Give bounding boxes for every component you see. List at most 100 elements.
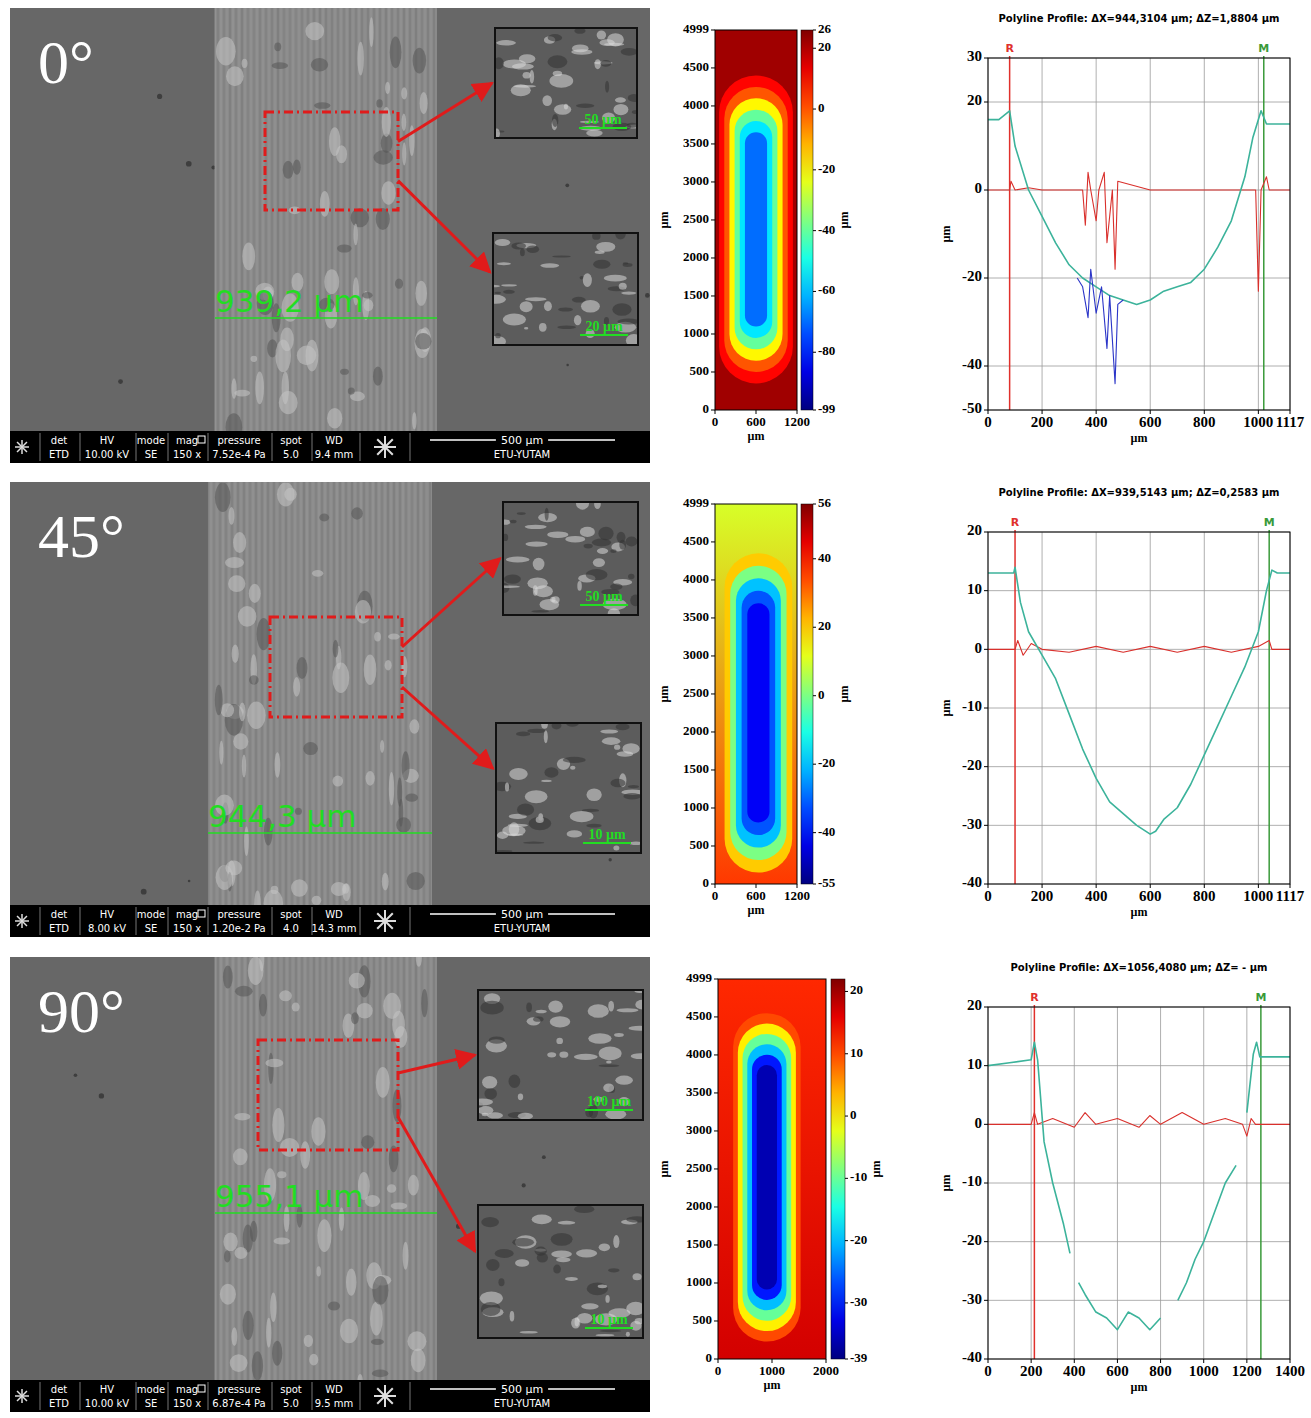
colorbar-tick-label: -55 [818,875,836,890]
debris [279,990,292,1001]
groove [419,957,420,1380]
debris [223,966,233,989]
scar-level [757,1065,777,1289]
tick [984,766,988,767]
sem-speck [99,1093,104,1098]
inset-texture [614,745,620,750]
tick-label: 0 [975,1115,983,1131]
inset-texture [599,1064,620,1067]
groove [412,482,413,905]
debris [346,1269,357,1296]
inset-texture [520,249,525,256]
inset-texture [605,81,609,93]
plot-frame [988,1007,1290,1359]
colorbar [831,979,845,1359]
debris [383,993,401,1019]
groove [274,482,275,905]
sem-background [10,8,650,431]
groove [260,957,261,1380]
debris [411,1348,426,1372]
colorbar-tick-label: -20 [850,1232,867,1247]
inset-texture [554,104,571,114]
tick-label: 2500 [686,1160,712,1175]
tick [813,291,816,292]
debris [364,654,377,685]
info-separator [208,1382,209,1410]
scale-bar-label: 500 µm [501,908,543,921]
inset-texture [478,1099,493,1106]
groove [305,8,306,431]
profile-line [988,1042,1290,1329]
groove [371,8,372,431]
groove [224,8,225,431]
tick-label: 2000 [686,1198,712,1213]
groove [325,482,326,905]
info-separator [168,433,169,461]
groove [394,482,395,905]
tick [711,579,715,580]
debris [293,677,300,697]
groove [292,482,293,905]
debris [376,99,382,107]
inset-texture [626,1302,643,1315]
inset-background [503,502,638,615]
grid-line [988,278,1290,279]
inset-frame [496,723,641,853]
sem-panel: 50 µm20 µm939,2 µm0°detETDHV10.00 kVmode… [10,8,650,463]
groove [239,957,240,1380]
info-header: pressure [217,1384,260,1395]
tick [984,190,988,191]
groove [221,8,222,431]
inset-texture [531,610,549,612]
axis-title: µm [748,903,765,917]
debris [297,657,308,679]
debris [226,66,244,86]
inset-texture [581,300,600,313]
surface [715,504,797,884]
groove [257,8,258,431]
tick-label: -20 [962,268,982,284]
inset-texture [525,541,547,546]
tick [813,627,816,628]
tick-label: 1000 [686,1274,712,1289]
inset-texture [552,114,558,127]
debris [266,1318,271,1348]
groove [358,482,359,905]
surface [715,30,797,410]
inset-texture [565,536,585,543]
inset-texture [547,531,568,538]
groove [397,482,398,905]
plot-background [988,58,1290,410]
groove [284,957,285,1380]
debris [348,387,355,394]
groove [359,957,360,1380]
debris [340,1319,358,1344]
tick [714,979,718,980]
inset-scale-label: 10 µm [590,1312,628,1327]
debris [405,793,418,801]
inset-texture [548,55,568,68]
inset-scale-bar [580,334,628,336]
debris [275,340,291,373]
scar-level [743,1034,792,1321]
debris [215,483,231,512]
axis-title: µm [1131,1380,1148,1394]
inset-background [478,990,643,1120]
inset-texture [495,333,501,338]
groove [283,482,284,905]
tick-label: 0 [984,414,992,430]
groove [218,8,219,431]
tick [813,764,816,765]
inset-background [478,1205,643,1338]
groove [386,957,387,1380]
inset-texture [617,751,634,756]
tick [984,825,988,826]
tick-label: 1400 [1275,1363,1305,1379]
groove [341,8,342,431]
debris [362,292,373,298]
tick [714,1054,718,1055]
tick [714,1092,718,1093]
info-header: spot [280,909,302,920]
groove [374,8,375,431]
grid-line [1042,58,1043,410]
